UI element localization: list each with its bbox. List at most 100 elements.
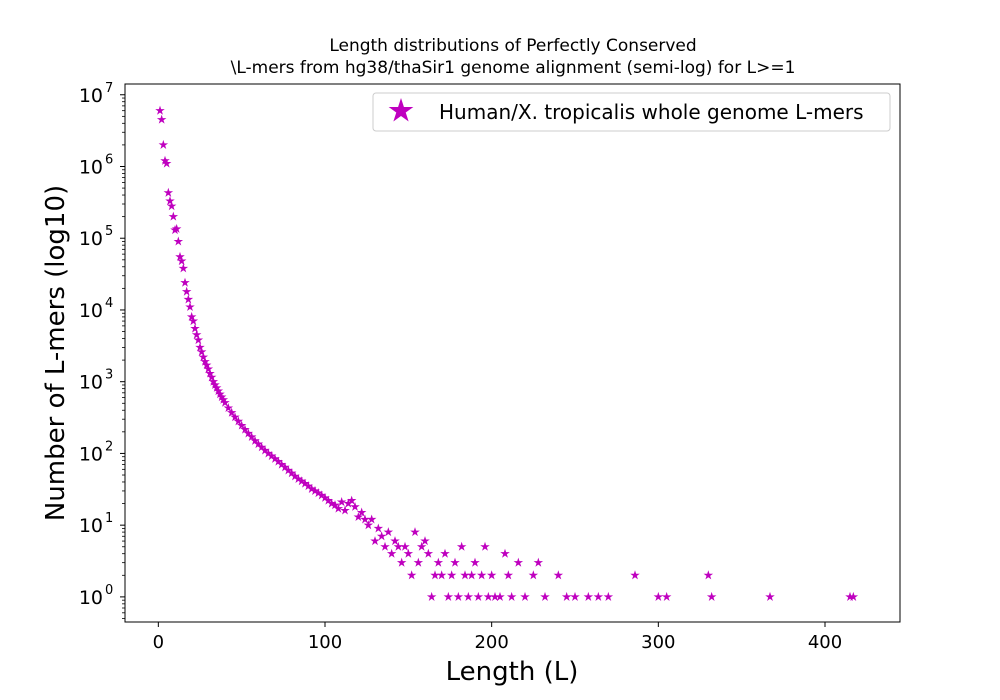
data-point-0-85 xyxy=(373,523,384,533)
y-tick-label: 10 xyxy=(79,228,103,250)
data-point-0-17 xyxy=(183,294,194,304)
data-point-0-46 xyxy=(243,428,254,438)
data-point-0-131 xyxy=(561,591,572,601)
data-point-0-16 xyxy=(181,286,192,296)
data-point-0-105 xyxy=(440,548,450,558)
data-point-0-98 xyxy=(416,541,427,551)
data-point-0-55 xyxy=(273,456,284,466)
data-point-0-97 xyxy=(413,557,424,567)
data-point-0-35 xyxy=(213,386,224,396)
data-point-0-112 xyxy=(463,591,474,601)
data-point-0-21 xyxy=(190,323,200,333)
data-point-0-142 xyxy=(845,591,855,601)
data-point-0-76 xyxy=(343,498,354,508)
data-point-0-63 xyxy=(300,478,310,488)
data-point-0-19 xyxy=(186,311,197,321)
data-point-0-43 xyxy=(233,416,244,426)
data-point-0-134 xyxy=(593,591,604,601)
x-tick-label: 400 xyxy=(808,632,842,653)
data-point-0-115 xyxy=(473,591,484,601)
data-point-0-7 xyxy=(166,201,177,211)
plot-area-frame xyxy=(124,83,901,623)
data-point-0-64 xyxy=(303,481,314,491)
y-tick-exponent: 0 xyxy=(105,583,113,598)
data-point-0-6 xyxy=(165,196,175,206)
x-tick-label: 200 xyxy=(474,632,508,653)
data-point-0-71 xyxy=(326,498,337,508)
data-point-0-66 xyxy=(310,485,320,495)
y-tick-exponent: 4 xyxy=(105,296,113,311)
data-point-0-86 xyxy=(376,531,387,541)
y-tick-label: 10 xyxy=(79,372,103,394)
data-point-0-75 xyxy=(340,505,350,515)
data-point-0-47 xyxy=(246,431,257,441)
data-point-0-18 xyxy=(185,301,195,312)
data-point-0-22 xyxy=(191,329,202,339)
data-point-0-77 xyxy=(346,495,357,505)
data-point-0-31 xyxy=(206,372,217,382)
data-point-0-82 xyxy=(363,520,374,530)
legend-star-marker xyxy=(388,98,414,122)
data-point-0-27 xyxy=(200,356,210,366)
data-point-0-5 xyxy=(163,187,174,197)
data-point-0-20 xyxy=(188,316,199,326)
data-point-0-108 xyxy=(450,557,460,567)
data-point-0-95 xyxy=(406,570,417,580)
data-point-0-94 xyxy=(403,548,414,558)
data-point-0-104 xyxy=(436,570,447,580)
data-point-0-118 xyxy=(483,591,494,601)
data-point-0-100 xyxy=(423,548,434,558)
x-axis-label: Length (L) xyxy=(446,657,579,687)
x-axis: 0 100 200 300 400 xyxy=(153,622,842,653)
data-point-0-69 xyxy=(320,492,330,502)
data-point-0-113 xyxy=(466,570,477,580)
data-point-0-90 xyxy=(390,536,400,546)
data-point-0-99 xyxy=(420,536,430,546)
data-point-0-83 xyxy=(366,514,377,524)
data-point-0-4 xyxy=(161,158,172,168)
y-tick-label: 10 xyxy=(79,443,103,465)
data-point-0-125 xyxy=(513,557,524,567)
data-point-0-130 xyxy=(553,570,564,580)
data-point-0-67 xyxy=(313,488,324,498)
data-point-0-117 xyxy=(480,541,490,551)
data-point-0-44 xyxy=(236,420,247,430)
data-point-0-80 xyxy=(356,507,367,517)
data-point-0-70 xyxy=(323,495,334,505)
data-point-0-49 xyxy=(253,439,264,449)
data-point-0-8 xyxy=(168,211,179,221)
data-point-0-74 xyxy=(336,497,347,507)
data-point-0-139 xyxy=(703,570,714,580)
data-point-0-87 xyxy=(380,541,390,551)
y-tick-label: 10 xyxy=(79,515,103,537)
y-tick-exponent: 5 xyxy=(105,224,113,239)
data-point-0-23 xyxy=(193,335,204,345)
data-point-0-116 xyxy=(476,570,487,580)
y-tick-label: 10 xyxy=(79,156,103,178)
x-tick-label: 0 xyxy=(153,632,164,653)
data-point-0-57 xyxy=(280,462,290,472)
data-point-0-32 xyxy=(208,376,219,386)
data-point-0-58 xyxy=(283,465,294,475)
data-point-0-102 xyxy=(430,570,440,580)
data-point-0-30 xyxy=(205,368,215,378)
data-point-0-61 xyxy=(293,474,304,484)
data-point-0-68 xyxy=(316,490,327,500)
data-point-0-36 xyxy=(215,389,225,399)
data-point-0-84 xyxy=(370,536,380,546)
data-point-0-14 xyxy=(178,263,189,273)
data-point-0-129 xyxy=(540,591,550,601)
data-point-0-91 xyxy=(393,541,404,551)
data-point-0-136 xyxy=(630,570,640,580)
data-point-0-110 xyxy=(456,541,467,551)
data-point-0-15 xyxy=(180,277,190,287)
legend-box xyxy=(372,92,891,132)
data-point-0-114 xyxy=(470,557,480,567)
data-point-0-38 xyxy=(218,394,229,404)
chart-title-line-1: Length distributions of Perfectly Conser… xyxy=(329,36,697,56)
legend-label: Human/X. tropicalis whole genome L-mers xyxy=(439,100,864,124)
chart-title-line-2: \L-mers from hg38/thaSir1 genome alignme… xyxy=(230,58,796,78)
